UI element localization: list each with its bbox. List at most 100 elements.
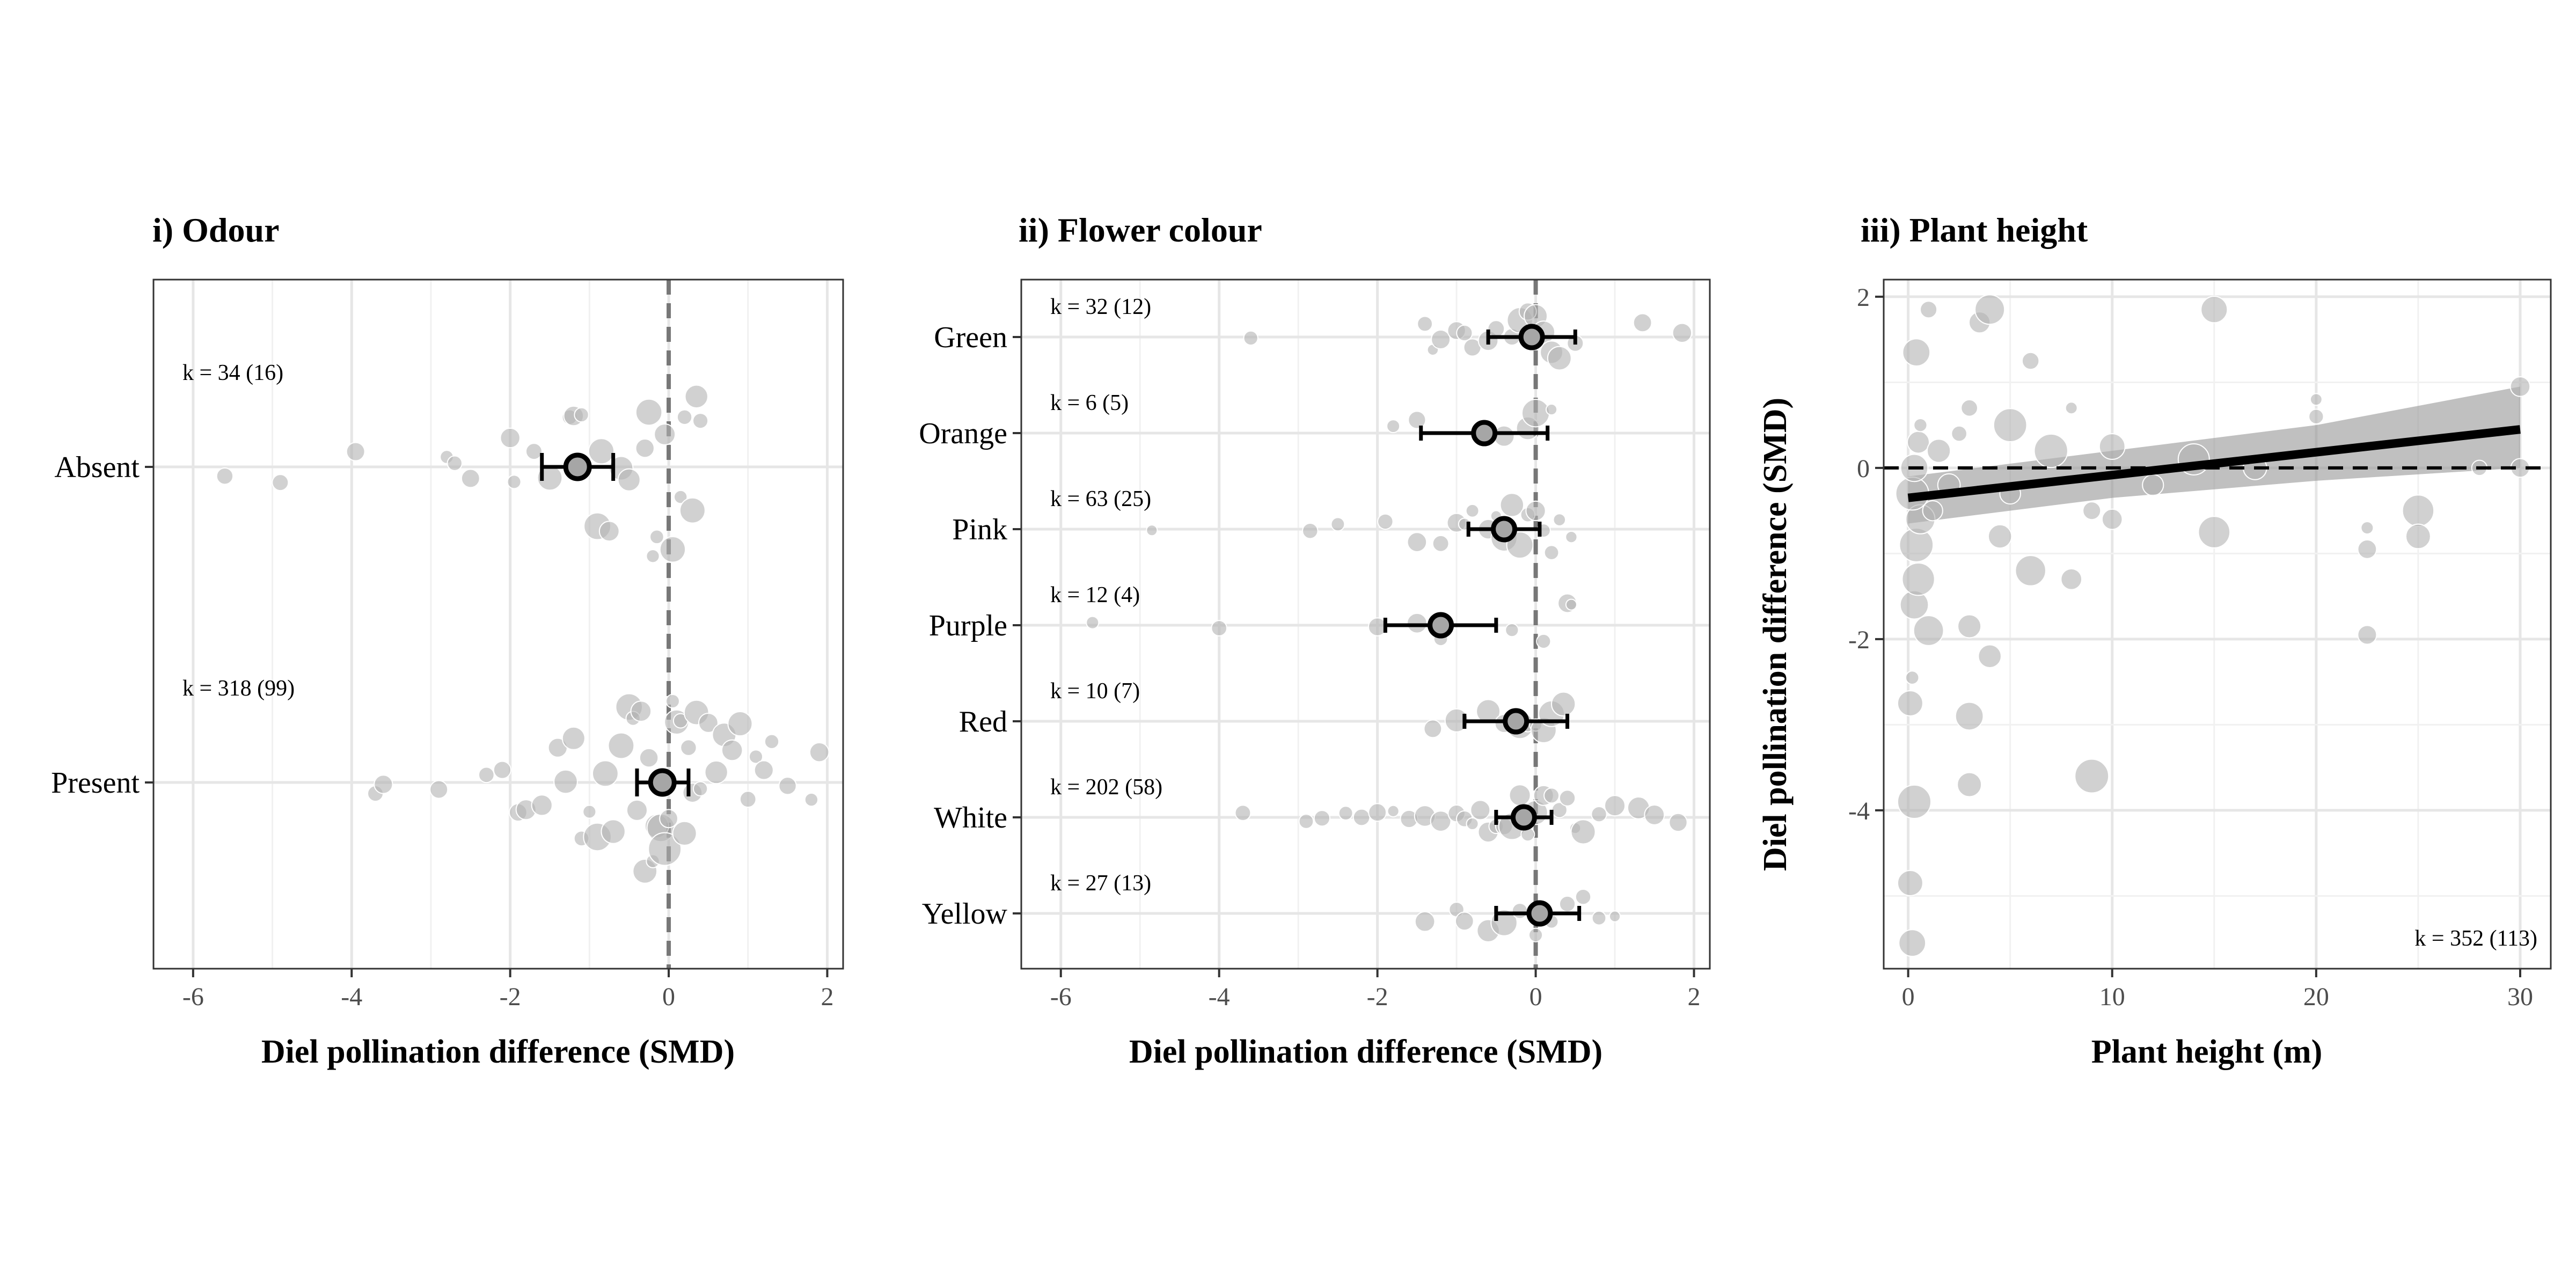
data-point xyxy=(1920,301,1938,319)
observation-point xyxy=(626,799,648,821)
data-point xyxy=(1902,338,1931,367)
observation-point xyxy=(1521,399,1550,428)
panel-title: i) Odour xyxy=(152,211,279,249)
observation-point xyxy=(1430,810,1452,832)
observation-point xyxy=(659,536,686,563)
k-label: k = 6 (5) xyxy=(1050,391,1129,415)
observation-point xyxy=(1505,623,1519,638)
data-point xyxy=(2082,501,2102,521)
k-label: k = 352 (113) xyxy=(2414,926,2537,951)
y-tick-labels: 2 0 -2 -4 xyxy=(1848,283,1884,825)
observation-point xyxy=(1330,517,1345,532)
observation-point xyxy=(698,713,719,733)
observation-point xyxy=(1414,911,1436,932)
observation-point xyxy=(592,760,619,787)
data-point xyxy=(1913,418,1928,433)
observation-point xyxy=(1591,910,1607,926)
data-point xyxy=(2308,408,2324,425)
data-point xyxy=(1951,425,1967,442)
observation-point xyxy=(1234,804,1252,822)
x-tick-label: 10 xyxy=(2099,983,2125,1011)
observation-point xyxy=(1525,500,1546,522)
observation-point xyxy=(1558,789,1576,807)
data-point xyxy=(1897,784,1932,819)
data-point xyxy=(1957,614,1982,639)
x-tick-labels: 0 10 20 30 xyxy=(1902,969,2533,1011)
observation-point xyxy=(727,711,753,737)
k-label: k = 10 (7) xyxy=(1050,679,1140,704)
observation-point xyxy=(649,529,664,545)
observation-point xyxy=(680,739,697,756)
estimate-point xyxy=(648,768,677,797)
data-point xyxy=(1993,408,2028,442)
data-point xyxy=(2509,376,2531,397)
estimate-point xyxy=(1510,804,1537,831)
data-point xyxy=(2357,625,2377,645)
observation-point xyxy=(1423,719,1443,738)
x-tick-label: 2 xyxy=(821,983,833,1011)
observation-point xyxy=(1528,927,1543,942)
data-point xyxy=(1978,644,2002,669)
category-label: White xyxy=(934,801,1007,835)
observation-point xyxy=(1313,810,1331,827)
category-label: Present xyxy=(51,766,140,800)
k-label: k = 12 (4) xyxy=(1050,583,1140,608)
category-label: Pink xyxy=(952,513,1007,546)
observation-point xyxy=(635,398,663,426)
observation-point xyxy=(1431,329,1451,349)
observation-point xyxy=(1608,910,1621,923)
observation-point xyxy=(1368,803,1387,822)
observation-point xyxy=(429,780,449,799)
category-label: Green xyxy=(934,321,1007,354)
observation-point xyxy=(692,413,709,429)
observation-point xyxy=(1499,493,1525,517)
category-label: Red xyxy=(959,705,1007,738)
data-point xyxy=(1974,294,2006,325)
observation-point xyxy=(272,474,289,492)
data-point xyxy=(1960,399,1978,417)
observation-point xyxy=(665,694,680,709)
observation-point xyxy=(500,427,521,449)
observation-point xyxy=(1509,784,1531,807)
observation-point xyxy=(704,760,728,785)
observation-point xyxy=(721,739,743,762)
x-tick-labels: -6 -4 -2 0 2 xyxy=(182,969,833,1011)
data-point xyxy=(1987,524,2012,549)
observation-point xyxy=(1352,808,1371,826)
observation-point xyxy=(1387,804,1400,817)
x-tick-label: 0 xyxy=(662,983,675,1011)
observation-point xyxy=(1543,787,1560,804)
x-tick-label: 0 xyxy=(1902,983,1915,1011)
data-point xyxy=(2198,516,2231,548)
data-point xyxy=(2098,433,2126,460)
observation-point xyxy=(1377,513,1394,530)
data-point xyxy=(1922,500,1943,522)
observation-point xyxy=(598,521,620,542)
observation-point xyxy=(1086,616,1100,630)
data-point xyxy=(1898,929,1927,957)
data-point xyxy=(2402,494,2435,527)
panel-odour: i) Odour k = 34 (16) k = 318 (99) Absent P… xyxy=(51,211,844,1070)
observation-point xyxy=(1338,806,1353,821)
observation-point xyxy=(1408,411,1426,429)
x-tick-label: 30 xyxy=(2507,983,2533,1011)
observation-point xyxy=(1591,806,1607,823)
observation-point xyxy=(1211,620,1227,636)
y-tick-label: 2 xyxy=(1857,283,1870,312)
data-point xyxy=(2200,296,2228,324)
observation-point xyxy=(553,769,578,794)
observation-point xyxy=(346,442,365,462)
estimates: k = 34 (16) k = 318 (99) xyxy=(182,361,691,797)
data-point xyxy=(2142,474,2164,496)
observation-point xyxy=(1407,532,1428,552)
data-point xyxy=(1926,438,1951,463)
category-label: Orange xyxy=(919,417,1007,450)
data-point xyxy=(2033,433,2068,469)
observation-point xyxy=(672,821,697,846)
confidence-band xyxy=(1908,386,2520,524)
observation-points xyxy=(1895,294,2531,957)
x-tick-label: 2 xyxy=(1688,983,1701,1011)
x-tick-label: -4 xyxy=(1209,983,1230,1011)
panel-title: iii) Plant height xyxy=(1861,211,2088,249)
x-tick-labels: -6 -4 -2 0 2 xyxy=(1050,969,1701,1011)
